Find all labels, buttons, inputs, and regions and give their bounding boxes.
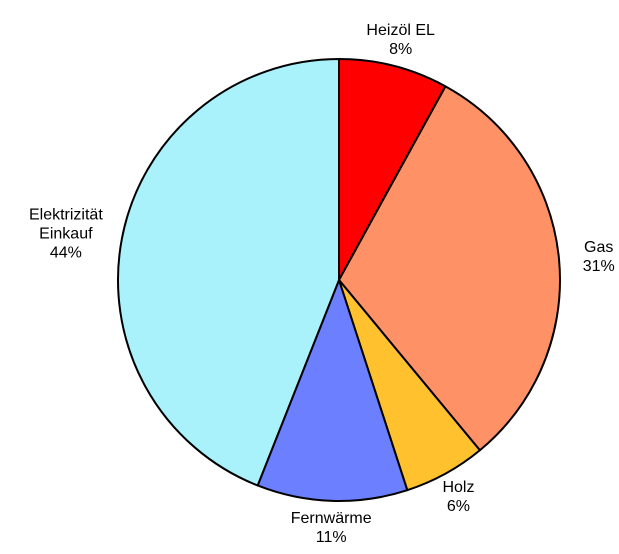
category-label: Gas bbox=[584, 238, 614, 256]
slice-label: Holz 6% bbox=[442, 478, 474, 516]
value-label: 44% bbox=[49, 244, 82, 262]
category-label: Heizöl EL bbox=[366, 21, 435, 39]
slice-label: Fernwärme 11% bbox=[291, 509, 372, 547]
pie-slice bbox=[256, 279, 409, 502]
value-label: 11% bbox=[315, 528, 347, 546]
category-label: Holz bbox=[442, 479, 475, 497]
category-label: Elektrizität Einkauf bbox=[28, 206, 103, 243]
value-label: 31% bbox=[582, 257, 615, 275]
slice-label: Heizöl EL 8% bbox=[366, 21, 434, 59]
value-label: 8% bbox=[389, 40, 413, 58]
pie-slice bbox=[117, 58, 340, 487]
pie-slice bbox=[338, 85, 561, 452]
pie-slice bbox=[338, 58, 447, 281]
slice-label: Elektrizität Einkauf 44% bbox=[29, 205, 103, 262]
slice-label: Gas 31% bbox=[583, 238, 615, 276]
value-label: 6% bbox=[446, 498, 471, 516]
category-label: Fernwärme bbox=[290, 509, 372, 527]
